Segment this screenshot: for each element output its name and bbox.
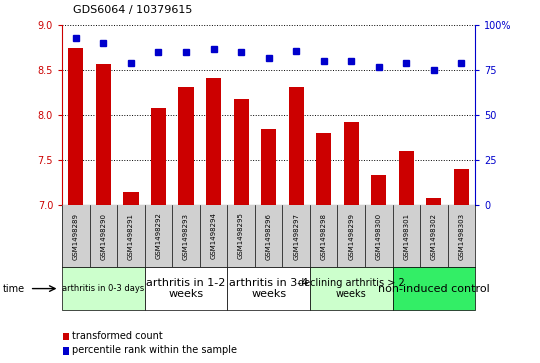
Bar <box>310 267 393 310</box>
Text: GSM1498290: GSM1498290 <box>100 212 106 260</box>
Text: GSM1498303: GSM1498303 <box>458 212 464 260</box>
Text: GSM1498295: GSM1498295 <box>238 212 244 260</box>
Text: declining arthritis > 2
weeks: declining arthritis > 2 weeks <box>298 278 404 299</box>
Text: GDS6064 / 10379615: GDS6064 / 10379615 <box>73 4 192 15</box>
Text: GSM1498294: GSM1498294 <box>211 212 217 260</box>
Text: GSM1498289: GSM1498289 <box>73 212 79 260</box>
Text: GSM1498301: GSM1498301 <box>403 212 409 260</box>
Bar <box>68 48 84 205</box>
Text: arthritis in 1-2
weeks: arthritis in 1-2 weeks <box>146 278 226 299</box>
Bar <box>227 267 310 310</box>
Bar <box>261 129 276 205</box>
Text: time: time <box>3 284 25 294</box>
Bar <box>316 133 332 205</box>
Bar <box>123 192 139 205</box>
Bar <box>62 267 145 310</box>
Text: percentile rank within the sample: percentile rank within the sample <box>72 345 237 355</box>
Bar <box>178 87 194 205</box>
Bar <box>343 122 359 205</box>
Text: arthritis in 0-3 days: arthritis in 0-3 days <box>62 284 145 293</box>
Text: GSM1498298: GSM1498298 <box>321 212 327 260</box>
Text: GSM1498302: GSM1498302 <box>431 212 437 260</box>
Text: GSM1498293: GSM1498293 <box>183 212 189 260</box>
Text: GSM1498297: GSM1498297 <box>293 212 299 260</box>
Text: GSM1498300: GSM1498300 <box>376 212 382 260</box>
Bar <box>151 108 166 205</box>
Text: arthritis in 3-4
weeks: arthritis in 3-4 weeks <box>229 278 308 299</box>
Text: transformed count: transformed count <box>72 331 163 341</box>
Bar <box>206 78 221 205</box>
Text: GSM1498296: GSM1498296 <box>266 212 272 260</box>
Bar <box>454 169 469 205</box>
Text: GSM1498292: GSM1498292 <box>156 212 161 260</box>
Bar <box>96 64 111 205</box>
Bar <box>399 151 414 205</box>
Text: GSM1498291: GSM1498291 <box>128 212 134 260</box>
Text: non-induced control: non-induced control <box>378 284 490 294</box>
Text: GSM1498299: GSM1498299 <box>348 212 354 260</box>
Bar <box>233 99 249 205</box>
Bar <box>371 175 387 205</box>
Bar <box>288 86 304 205</box>
Bar <box>393 267 475 310</box>
Bar <box>145 267 227 310</box>
Bar <box>426 198 442 205</box>
